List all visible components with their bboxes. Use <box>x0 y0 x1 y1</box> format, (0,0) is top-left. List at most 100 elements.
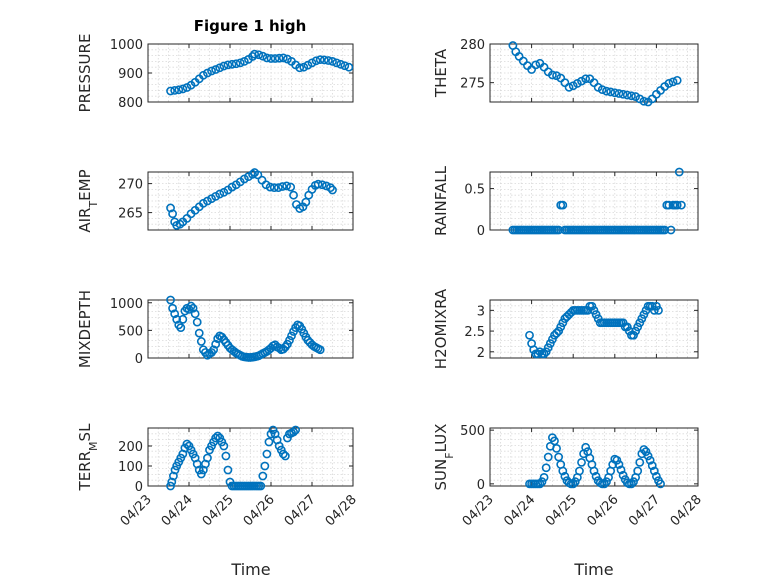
y-tick-label: 1000 <box>110 38 143 53</box>
data-point <box>274 343 284 353</box>
data-point <box>207 66 216 76</box>
data-point <box>313 179 323 189</box>
data-point <box>188 303 198 313</box>
y-axis-label-main: TERR <box>76 451 94 492</box>
y-axis-label-tail: LUX <box>432 424 450 453</box>
data-point <box>564 82 574 92</box>
y-axis-label-tail: EMP <box>76 169 94 200</box>
data-point <box>264 437 274 447</box>
y-tick-label: 0 <box>135 480 143 495</box>
data-point <box>186 301 196 311</box>
y-axis-label: H2OMIXRA <box>432 288 450 369</box>
data-point <box>525 330 534 340</box>
data-point <box>539 349 549 359</box>
subplot-terr_msl: 0 100 200 04/23 04/24 04/25 04/26 04/27 04/28 TER… <box>76 423 360 529</box>
data-point <box>278 182 287 191</box>
data-point <box>666 225 676 235</box>
data-point <box>326 183 335 193</box>
y-axis-label-tail: SL <box>76 423 94 442</box>
x-tick-label: 04/23 <box>118 492 155 529</box>
data-point <box>618 89 628 99</box>
data-point <box>647 301 657 311</box>
x-tick-label: 04/27 <box>282 492 319 529</box>
data-point <box>558 318 568 328</box>
data-point <box>256 481 266 491</box>
y-tick-label: 500 <box>118 324 143 339</box>
data-point <box>340 61 350 71</box>
data-point <box>581 442 591 452</box>
subplot-air_temp: 265 270 AIRTEMP <box>76 168 354 233</box>
x-tick-label: 04/27 <box>626 492 663 529</box>
data-point <box>602 86 611 96</box>
axes-box <box>489 427 699 487</box>
data-point <box>323 56 333 65</box>
data-point <box>215 63 225 73</box>
data-point <box>558 466 568 476</box>
data-point <box>627 91 636 101</box>
data-point <box>248 169 257 179</box>
data-point <box>209 345 218 355</box>
data-point <box>262 53 272 63</box>
data-point <box>190 309 200 319</box>
y-tick-label: 0 <box>477 478 485 493</box>
data-point <box>649 305 659 315</box>
data-point <box>336 59 346 69</box>
data-point <box>178 84 188 94</box>
data-point <box>196 337 206 346</box>
data-point <box>289 427 298 437</box>
data-point <box>589 466 599 476</box>
x-tick-label: 04/26 <box>585 492 622 529</box>
subplot-rainfall: 0 0.5 RAINFALL <box>432 165 699 239</box>
data-point <box>558 200 568 210</box>
y-axis-label-subscript: M <box>87 441 100 451</box>
data-point <box>672 200 682 210</box>
y-tick-label: 0.5 <box>464 183 485 198</box>
data-point <box>614 460 624 469</box>
data-point <box>616 465 626 475</box>
y-axis-label: TERRMSL <box>76 423 100 492</box>
y-tick-label: 275 <box>460 77 485 92</box>
data-point <box>597 85 607 95</box>
data-point <box>317 180 327 190</box>
data-point <box>260 461 270 471</box>
data-point <box>587 301 597 311</box>
data-point <box>533 349 543 359</box>
data-point <box>221 451 231 461</box>
data-point <box>332 58 341 68</box>
data-point <box>170 86 180 95</box>
data-point <box>543 452 553 462</box>
data-point <box>664 79 674 88</box>
data-point <box>531 60 541 70</box>
data-point <box>627 479 636 489</box>
data-point <box>311 56 321 66</box>
data-point <box>537 477 547 487</box>
y-axis-label-subscript: T <box>87 201 100 209</box>
data-point <box>295 63 305 73</box>
data-point <box>269 183 279 193</box>
data-point <box>600 479 609 489</box>
data-point <box>211 339 221 349</box>
data-point <box>223 465 233 475</box>
y-axis-label: PRESSURE <box>76 34 94 113</box>
data-point <box>211 65 221 74</box>
data-point <box>614 89 624 98</box>
y-tick-label: 2 <box>477 346 485 361</box>
data-point <box>647 461 657 470</box>
x-tick-label: 04/28 <box>668 492 705 529</box>
y-axis-label: AIRTEMP <box>76 169 100 232</box>
data-point <box>568 479 578 489</box>
y-axis-label-main: MIXDEPTH <box>76 290 94 368</box>
data-point <box>253 170 263 180</box>
data-point <box>652 301 661 311</box>
data-point <box>560 471 570 481</box>
y-axis-label: MIXDEPTH <box>76 290 94 368</box>
data-point <box>170 465 180 475</box>
data-point <box>654 305 663 315</box>
y-tick-label: 100 <box>118 460 143 475</box>
data-point <box>591 471 601 481</box>
subplot-pressure: 800 900 1000 PRESSURE <box>76 34 354 113</box>
data-point <box>262 449 272 459</box>
x-tick-label: 04/25 <box>543 492 580 529</box>
data-point <box>535 479 545 489</box>
